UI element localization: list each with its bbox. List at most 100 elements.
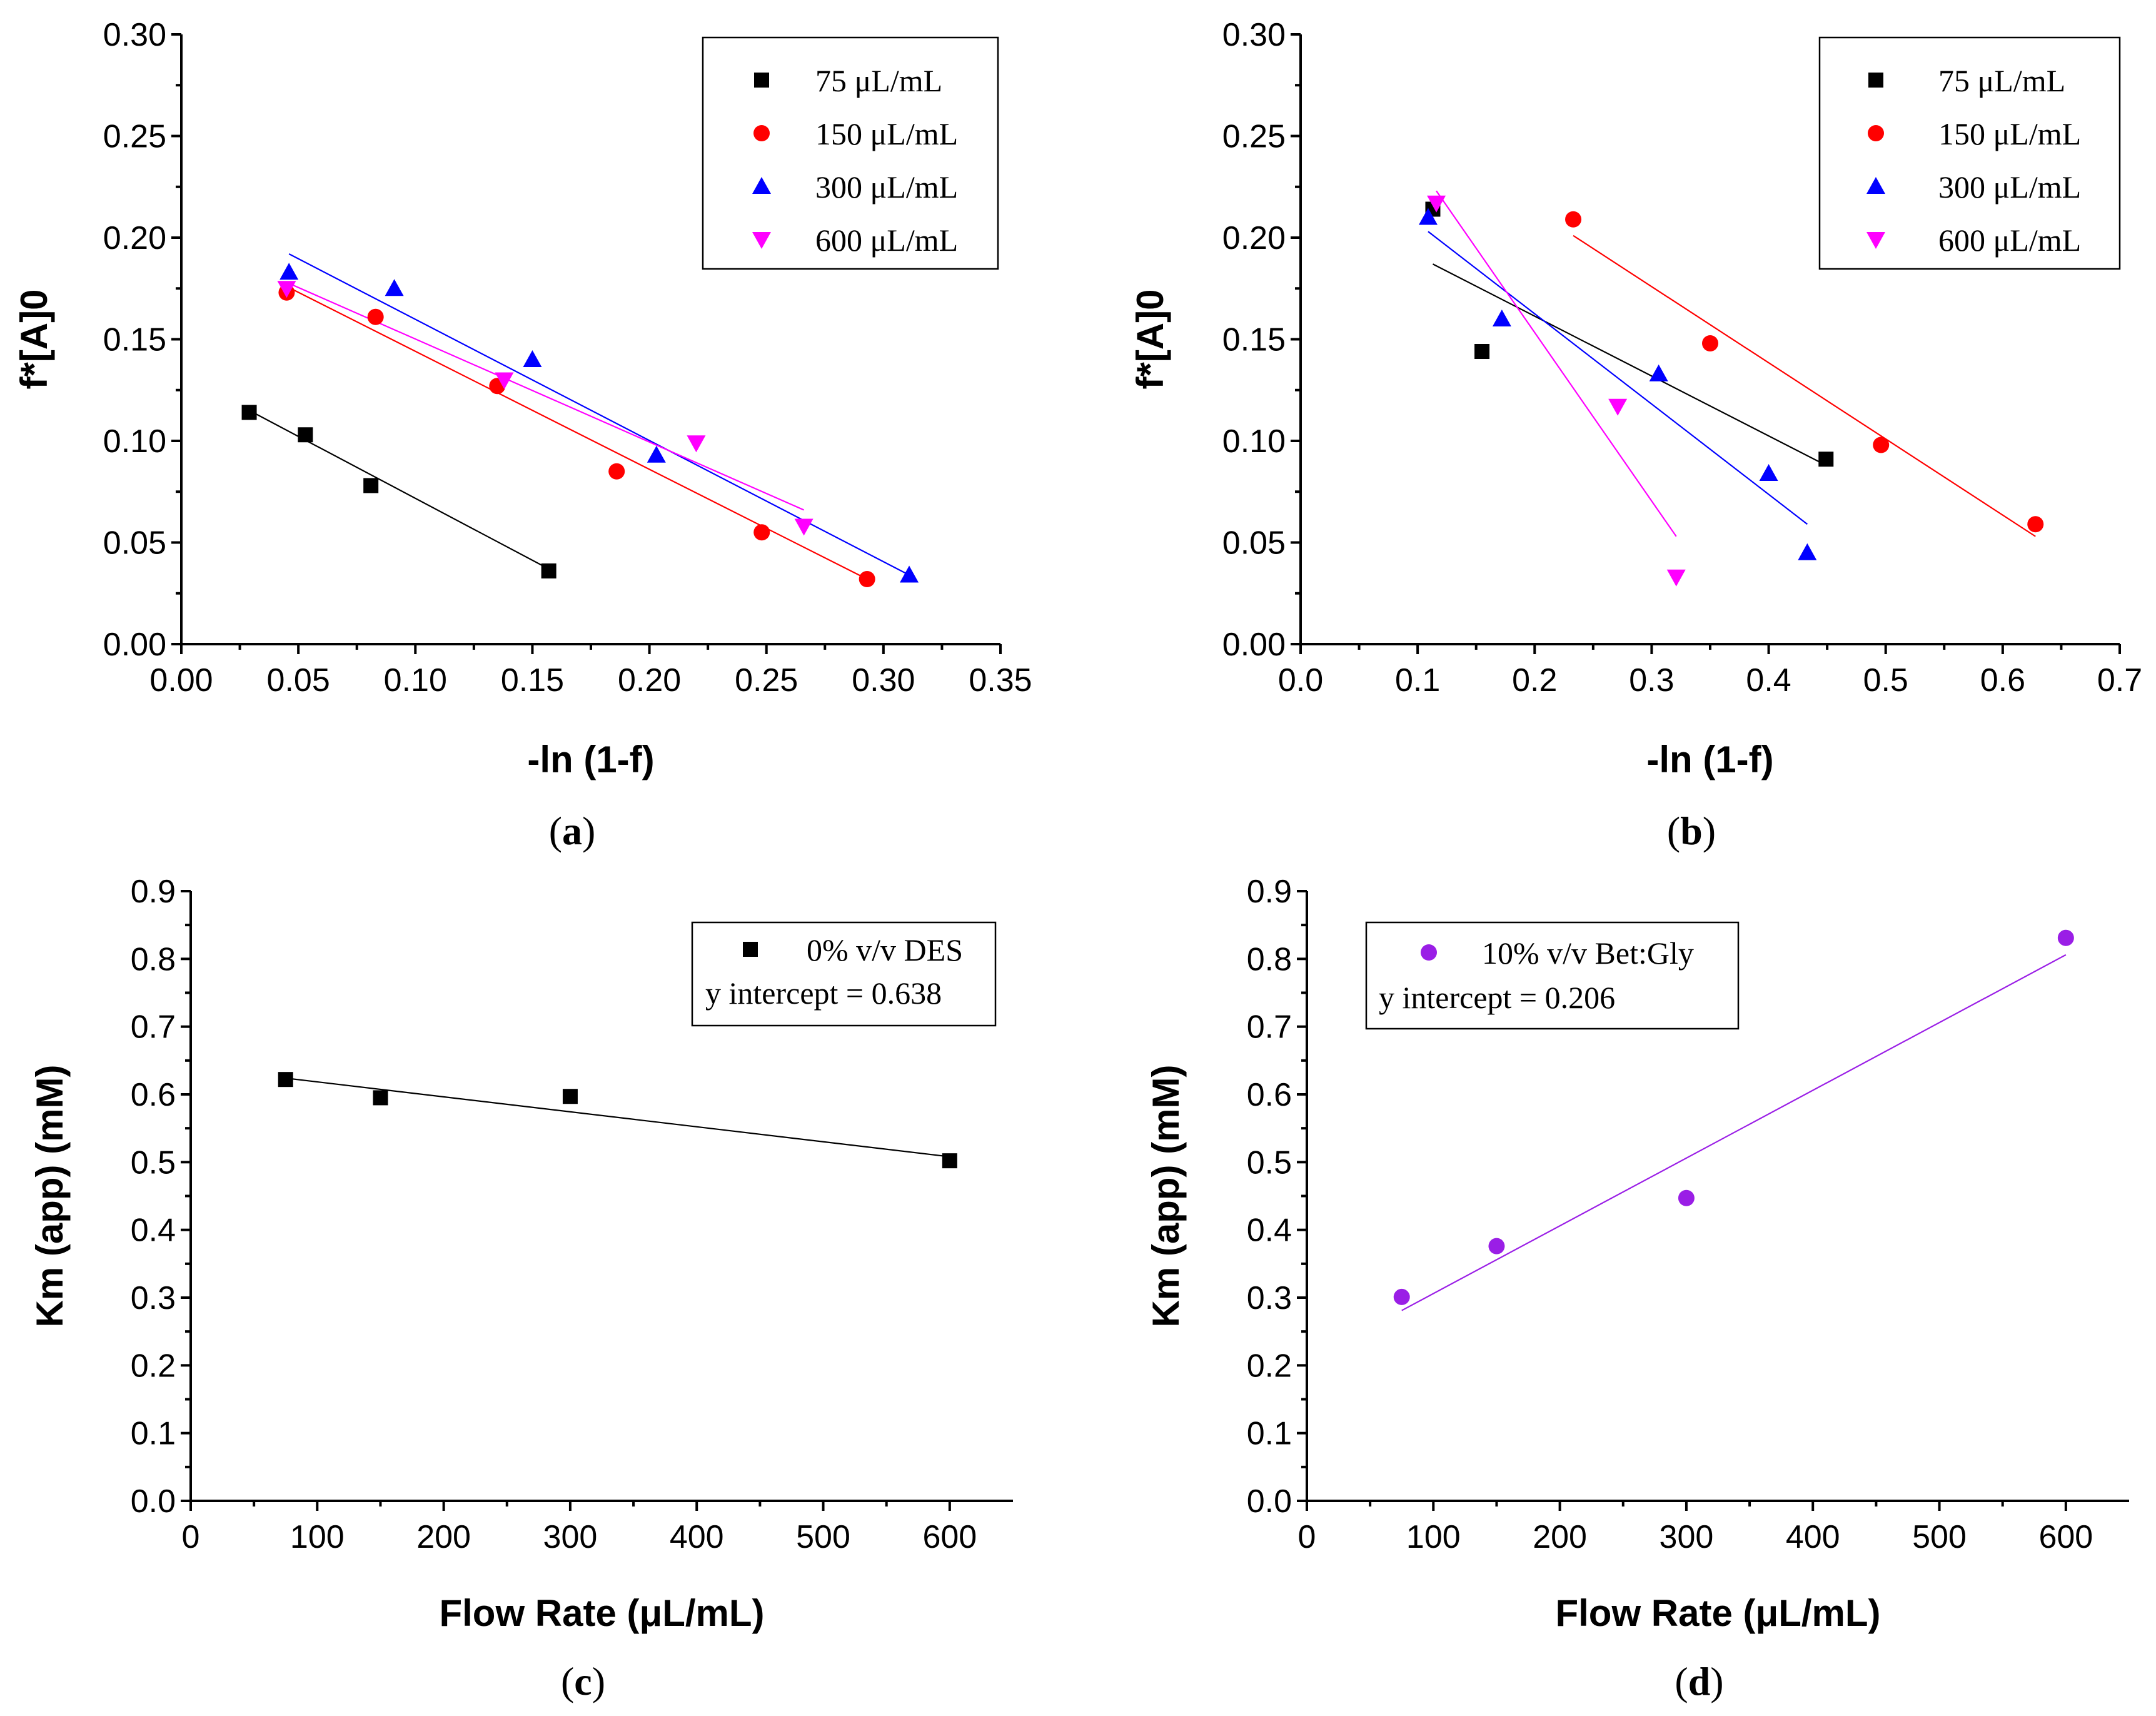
x-tick-label: 0.3 xyxy=(1629,662,1674,699)
legend-annotation: y intercept = 0.206 xyxy=(1379,980,1615,1015)
data-point xyxy=(373,1090,388,1106)
panel-label: (b) xyxy=(1667,809,1716,853)
y-tick-label: 0.2 xyxy=(131,1348,176,1384)
data-point xyxy=(1608,398,1628,416)
legend-label: 300 μL/mL xyxy=(815,169,958,204)
y-tick-label: 0.7 xyxy=(131,1009,176,1046)
data-point xyxy=(1418,208,1438,225)
data-point xyxy=(241,405,257,420)
data-point xyxy=(942,1153,957,1169)
y-tick-label: 0.5 xyxy=(1247,1144,1292,1181)
x-tick-label: 300 xyxy=(543,1519,598,1555)
legend: 0% v/v DES y intercept = 0.638 xyxy=(691,921,997,1027)
chart-panel-b: 0.0 0.1 0.2 0.3 0.4 0.5 0.6 0.7 0.00 0.05 0.10 0.15… xyxy=(1129,17,2142,853)
legend-label: 75 μL/mL xyxy=(815,63,942,98)
y-tick-label: 0.1 xyxy=(1247,1416,1292,1452)
x-tick-label: 0.7 xyxy=(2097,662,2142,699)
fit-line xyxy=(288,253,910,576)
data-point xyxy=(1759,464,1778,481)
legend-marker xyxy=(752,177,771,194)
data-point xyxy=(1427,195,1446,213)
data-point xyxy=(1488,1238,1505,1254)
x-tick-label: 0.5 xyxy=(1863,662,1908,699)
legend-box xyxy=(691,921,997,1027)
x-tick-label: 400 xyxy=(670,1519,724,1555)
x-axis-title: Flow Rate (μL/mL) xyxy=(1555,1592,1880,1634)
y-axis-title: f*[A]0 xyxy=(1129,290,1171,390)
data-point xyxy=(367,308,384,325)
y-tick-label: 0.9 xyxy=(1247,874,1292,910)
fit-line xyxy=(1401,954,2067,1311)
data-point xyxy=(647,445,666,463)
legend-label: 600 μL/mL xyxy=(815,223,958,258)
chart-panel-d: 0 100 200 300 400 500 600 0.0 0.1 0.2 0.3 0.4 0.5 0.6… xyxy=(1145,874,2129,1703)
x-tick-label: 200 xyxy=(416,1519,471,1555)
legend-marker xyxy=(1868,125,1884,141)
legend-label: 600 μL/mL xyxy=(1938,223,2081,258)
data-point xyxy=(2057,929,2074,946)
chart-panel-a: 0.00 0.05 0.10 0.15 0.20 0.25 0.30 0.35 0.00 0.05… xyxy=(13,17,1032,853)
legend-marker xyxy=(1868,73,1883,88)
data-point xyxy=(1565,211,1582,228)
y-axis-title: f*[A]0 xyxy=(13,290,55,390)
x-tick-label: 300 xyxy=(1660,1519,1714,1555)
data-point xyxy=(1678,1189,1695,1206)
fit-line xyxy=(1428,231,1808,525)
panel-label: (a) xyxy=(549,809,596,853)
y-tick-label: 0.1 xyxy=(131,1416,176,1452)
legend-marker xyxy=(752,232,771,249)
y-tick-label: 0.2 xyxy=(1247,1348,1292,1384)
y-tick-label: 0.0 xyxy=(1247,1483,1292,1520)
legend-label: 0% v/v DES xyxy=(807,932,963,967)
legend-marker xyxy=(743,942,758,957)
y-tick-label: 0.10 xyxy=(103,423,166,460)
data-point xyxy=(859,571,875,587)
y-tick-label: 0.3 xyxy=(131,1280,176,1316)
data-point xyxy=(277,281,296,298)
x-tick-label: 500 xyxy=(1912,1519,1967,1555)
data-point xyxy=(523,350,542,367)
y-tick-label: 0.00 xyxy=(1222,627,1286,663)
x-axis-title: Flow Rate (μL/mL) xyxy=(439,1592,764,1634)
fit-line xyxy=(249,410,550,570)
fit-line xyxy=(286,281,805,511)
legend-label: 150 μL/mL xyxy=(1938,116,2081,151)
legend-marker xyxy=(1421,944,1437,961)
data-point xyxy=(1474,344,1490,359)
data-point xyxy=(363,478,379,493)
legend-marker xyxy=(1866,177,1885,194)
y-tick-label: 0.30 xyxy=(103,17,166,53)
y-tick-label: 0.3 xyxy=(1247,1280,1292,1316)
x-tick-label: 0.4 xyxy=(1746,662,1791,699)
x-tick-label: 0.6 xyxy=(1980,662,2025,699)
data-point xyxy=(562,1089,578,1104)
x-tick-label: 0.35 xyxy=(969,662,1032,699)
legend-label: 300 μL/mL xyxy=(1938,169,2081,204)
data-point xyxy=(2027,516,2044,533)
fit-line xyxy=(286,286,868,580)
y-tick-label: 0.5 xyxy=(131,1144,176,1181)
legend-label: 10% v/v Bet:Gly xyxy=(1482,936,1694,971)
y-tick-label: 0.15 xyxy=(103,322,166,358)
x-tick-label: 500 xyxy=(796,1519,850,1555)
panel-label: (d) xyxy=(1675,1659,1723,1703)
legend-box xyxy=(1365,921,1740,1030)
x-tick-label: 0.2 xyxy=(1512,662,1557,699)
y-tick-label: 0.9 xyxy=(131,874,176,910)
y-axis-title: Km (app) (mM) xyxy=(1145,1065,1187,1328)
x-tick-label: 0.15 xyxy=(501,662,564,699)
data-point xyxy=(900,565,919,583)
legend-label: 75 μL/mL xyxy=(1938,63,2065,98)
y-tick-label: 0.25 xyxy=(103,119,166,155)
x-tick-label: 600 xyxy=(922,1519,977,1555)
x-tick-label: 200 xyxy=(1533,1519,1587,1555)
data-point xyxy=(280,263,299,280)
data-point xyxy=(278,1072,293,1088)
x-tick-label: 0.25 xyxy=(735,662,798,699)
data-point xyxy=(298,427,313,443)
data-point xyxy=(385,279,404,296)
x-tick-label: 600 xyxy=(2038,1519,2093,1555)
fit-line xyxy=(285,1077,950,1158)
data-point xyxy=(753,524,770,541)
